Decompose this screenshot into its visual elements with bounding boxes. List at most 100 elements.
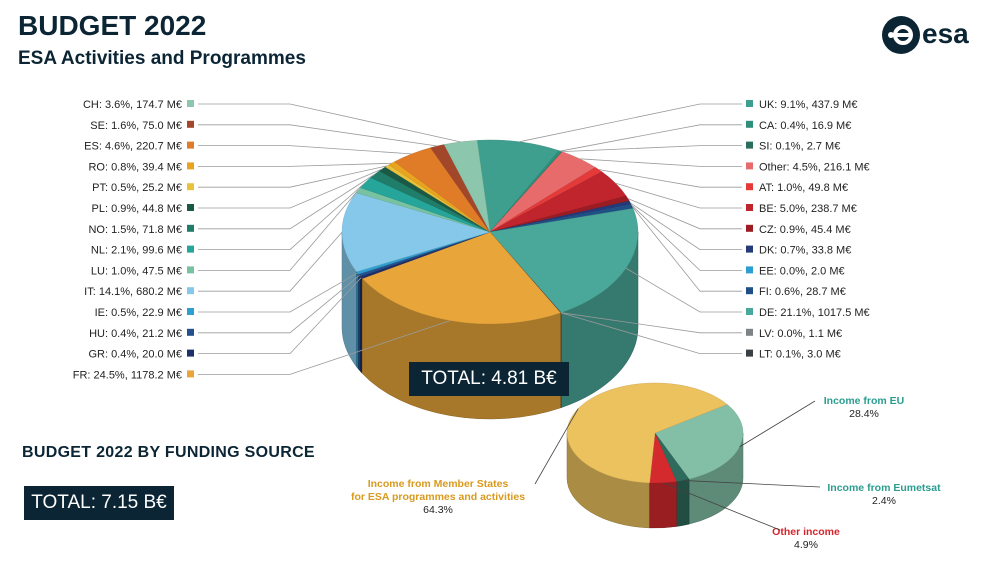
legend-swatch-right-7: [746, 245, 753, 253]
legend-swatch-left-2: [187, 141, 194, 149]
legend-label-left-2: ES: 4.6%, 220.7 M€: [84, 141, 182, 153]
legend-label-left-3: RO: 0.8%, 39.4 M€: [88, 161, 182, 173]
legend-swatch-right-8: [746, 266, 753, 274]
legend-swatch-right-11: [746, 328, 753, 336]
leader-left-0: [198, 103, 461, 143]
leader-left-2: [198, 145, 412, 155]
legend-label-left-1: SE: 1.6%, 75.0 M€: [90, 120, 182, 132]
legend-swatch-left-0: [187, 100, 194, 107]
main-pie-side-15: [358, 273, 361, 373]
legend-label-left-5: PL: 0.9%, 44.8 M€: [92, 203, 183, 215]
legend-label-right-9: FI: 0.6%, 28.7 M€: [759, 286, 846, 298]
leader-right-1: [560, 124, 742, 152]
legend-label-left-4: PT: 0.5%, 25.2 M€: [92, 182, 182, 194]
legend-label-left-12: GR: 0.4%, 20.0 M€: [88, 349, 182, 361]
legend-swatch-right-4: [746, 183, 753, 191]
legend-swatch-left-1: [187, 120, 194, 128]
legend-swatch-right-5: [746, 204, 753, 211]
legend-label-left-7: NL: 2.1%, 99.6 M€: [91, 245, 182, 257]
legend-swatch-left-8: [187, 266, 194, 274]
legend-swatch-right-12: [746, 349, 753, 357]
esa-logo-icon: [882, 16, 920, 54]
legend-label-left-9: IT: 14.1%, 680.2 M€: [84, 286, 182, 298]
leader-right-3: [579, 158, 742, 167]
legend-label-left-11: HU: 0.4%, 21.2 M€: [89, 328, 182, 340]
legend-label-left-13: FR: 24.5%, 1178.2 M€: [73, 369, 182, 381]
funding-label-0: Income from EU: [824, 395, 905, 407]
leader-left-11: [198, 274, 360, 334]
funding-label-2: Other income: [772, 526, 840, 538]
legend-swatch-right-2: [746, 141, 753, 149]
legend-label-right-0: UK: 9.1%, 437.9 M€: [759, 99, 857, 111]
main-pie-slice-17: [341, 192, 491, 272]
legend-label-right-3: Other: 4.5%, 216.1 M€: [759, 161, 870, 173]
legend-swatch-left-3: [187, 162, 194, 170]
main-pie-slice-13: [361, 231, 561, 325]
funding-label-3: Income from Member States: [368, 478, 509, 490]
funding-pie-side-1: [676, 478, 690, 527]
legend-label-right-10: DE: 21.1%, 1017.5 M€: [759, 307, 870, 319]
funding-leader-3: [534, 408, 579, 485]
legend-swatch-left-9: [187, 287, 194, 295]
legend-swatch-left-5: [187, 204, 194, 211]
legend-label-right-6: CZ: 0.9%, 45.4 M€: [759, 224, 851, 236]
legend-label-left-6: NO: 1.5%, 71.8 M€: [88, 224, 182, 236]
page-subtitle: ESA Activities and Programmes: [18, 48, 306, 69]
funding-pct-3: 64.3%: [423, 504, 453, 516]
legend-label-right-11: LV: 0.0%, 1.1 M€: [759, 328, 842, 340]
page-title: BUDGET 2022: [18, 10, 207, 41]
leader-left-5: [198, 168, 383, 209]
leader-left-8: [198, 189, 359, 271]
legend-swatch-right-1: [746, 120, 753, 128]
funding-leader-2: [662, 482, 781, 531]
leader-right-11: [561, 312, 742, 334]
main-pie-side-14: [360, 275, 363, 375]
legend-label-right-5: BE: 5.0%, 238.7 M€: [759, 203, 857, 215]
leader-right-10: [625, 267, 742, 313]
leader-left-13: [198, 320, 451, 375]
esa-logo: esa: [882, 14, 982, 58]
main-pie-side-16: [356, 270, 359, 370]
main-pie-slice-26: [443, 140, 491, 233]
funding-label-1: Income from Eumetsat: [827, 482, 941, 494]
legend-label-left-8: LU: 1.0%, 47.5 M€: [91, 265, 182, 277]
legend-label-right-1: CA: 0.4%, 16.9 M€: [759, 120, 851, 132]
total-funding-badge: TOTAL: 7.15 B€: [24, 486, 174, 520]
funding-pct-1: 2.4%: [872, 495, 896, 507]
esa-logo-text: esa: [922, 18, 969, 49]
legend-label-right-8: EE: 0.0%, 2.0 M€: [759, 265, 845, 277]
legend-swatch-left-7: [187, 245, 194, 253]
leader-right-0: [519, 103, 742, 143]
funding-section-title: BUDGET 2022 BY FUNDING SOURCE: [22, 444, 315, 461]
leader-right-2: [561, 145, 742, 153]
leader-left-1: [198, 124, 438, 147]
leader-left-9: [198, 231, 343, 292]
leader-right-12: [560, 312, 742, 355]
leader-left-7: [198, 182, 366, 251]
funding-label-3-line1: for ESA programmes and activities: [351, 491, 525, 503]
leader-right-9: [632, 206, 742, 292]
total-main-badge: TOTAL: 4.81 B€: [409, 362, 569, 396]
legend-label-right-2: SI: 0.1%, 2.7 M€: [759, 141, 840, 153]
leader-right-8: [631, 204, 742, 271]
legend-swatch-right-10: [746, 308, 753, 315]
legend-swatch-left-11: [187, 328, 194, 336]
leader-right-5: [615, 182, 742, 209]
legend-swatch-left-6: [187, 224, 194, 232]
legend-swatch-right-0: [746, 100, 753, 107]
leader-left-12: [198, 277, 362, 355]
legend-label-left-10: IE: 0.5%, 22.9 M€: [95, 307, 182, 319]
leader-left-4: [198, 165, 388, 188]
leader-left-6: [198, 173, 376, 230]
legend-label-right-4: AT: 1.0%, 49.8 M€: [759, 182, 848, 194]
funding-pie-slice-0: [654, 404, 744, 480]
leader-right-6: [627, 198, 742, 230]
leader-left-10: [198, 272, 358, 313]
main-pie-slice-0: [476, 139, 560, 233]
funding-pct-2: 4.9%: [794, 539, 818, 551]
legend-label-left-0: CH: 3.6%, 174.7 M€: [83, 99, 182, 111]
legend-swatch-left-12: [187, 349, 194, 357]
funding-pct-0: 28.4%: [849, 408, 879, 420]
funding-pie-side-2: [649, 481, 677, 529]
